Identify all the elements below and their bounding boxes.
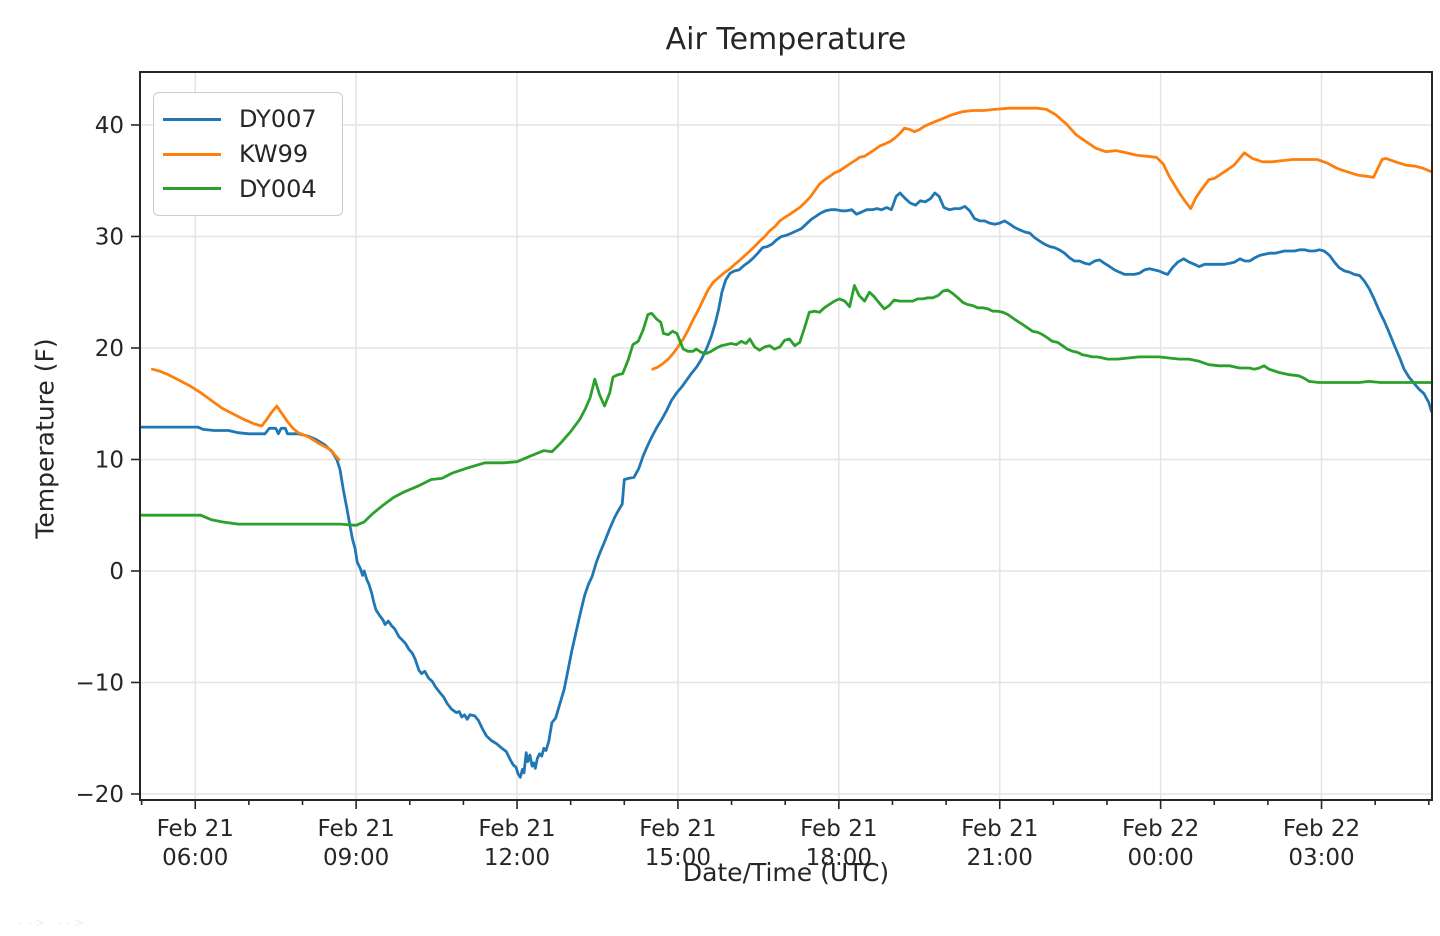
y-tick-label: 20 [95, 336, 124, 362]
y-tick-label: 10 [95, 447, 124, 473]
legend-label: DY007 [239, 105, 317, 134]
series-line-dy004 [140, 284, 1432, 527]
x-tick-date-label: Feb 21 [317, 816, 394, 842]
x-tick-time-label: 00:00 [1127, 845, 1193, 871]
axes-spines [139, 71, 1433, 801]
legend-item-dy004: DY004 [163, 171, 328, 206]
x-tick-date-label: Feb 21 [157, 816, 234, 842]
x-tick-date-label: Feb 21 [478, 816, 555, 842]
legend-line-sample-kw99 [163, 152, 221, 156]
y-tick-label: 40 [95, 113, 124, 139]
series-line-kw99 [651, 106, 1432, 371]
watermark-artifact: --> --> [16, 916, 85, 931]
x-tick-time-label: 06:00 [162, 845, 228, 871]
y-tick-label: 30 [95, 224, 124, 250]
legend-label: DY004 [239, 174, 317, 203]
y-tick-label: −20 [75, 782, 124, 808]
axis-ticks [131, 124, 1430, 809]
legend-label: KW99 [239, 140, 309, 168]
series-line-kw99 [150, 367, 341, 461]
x-tick-date-label: Feb 22 [1122, 816, 1199, 842]
x-tick-time-label: 21:00 [967, 845, 1033, 871]
legend-line-sample-dy004 [163, 187, 221, 191]
x-axis-title: Date/Time (UTC) [682, 858, 890, 887]
legend: DY007 KW99 DY004 [153, 92, 343, 216]
legend-item-kw99: KW99 [163, 137, 328, 172]
y-tick-label: 0 [109, 559, 124, 585]
x-tick-time-label: 15:00 [645, 845, 711, 871]
x-tick-time-label: 09:00 [323, 845, 389, 871]
legend-line-sample-dy007 [163, 117, 221, 121]
x-tick-date-label: Feb 21 [639, 816, 716, 842]
x-tick-date-label: Feb 22 [1283, 816, 1360, 842]
series-line-dy007 [140, 191, 1432, 779]
legend-item-dy007: DY007 [163, 102, 328, 137]
x-tick-time-label: 03:00 [1288, 845, 1354, 871]
x-tick-time-label: 12:00 [484, 845, 550, 871]
chart-title: Air Temperature [665, 22, 907, 57]
y-tick-label: −10 [75, 670, 124, 696]
x-tick-date-label: Feb 21 [961, 816, 1038, 842]
y-axis-title: Temperature (F) [30, 338, 60, 539]
x-tick-date-label: Feb 21 [800, 816, 877, 842]
x-tick-time-label: 18:00 [806, 845, 872, 871]
